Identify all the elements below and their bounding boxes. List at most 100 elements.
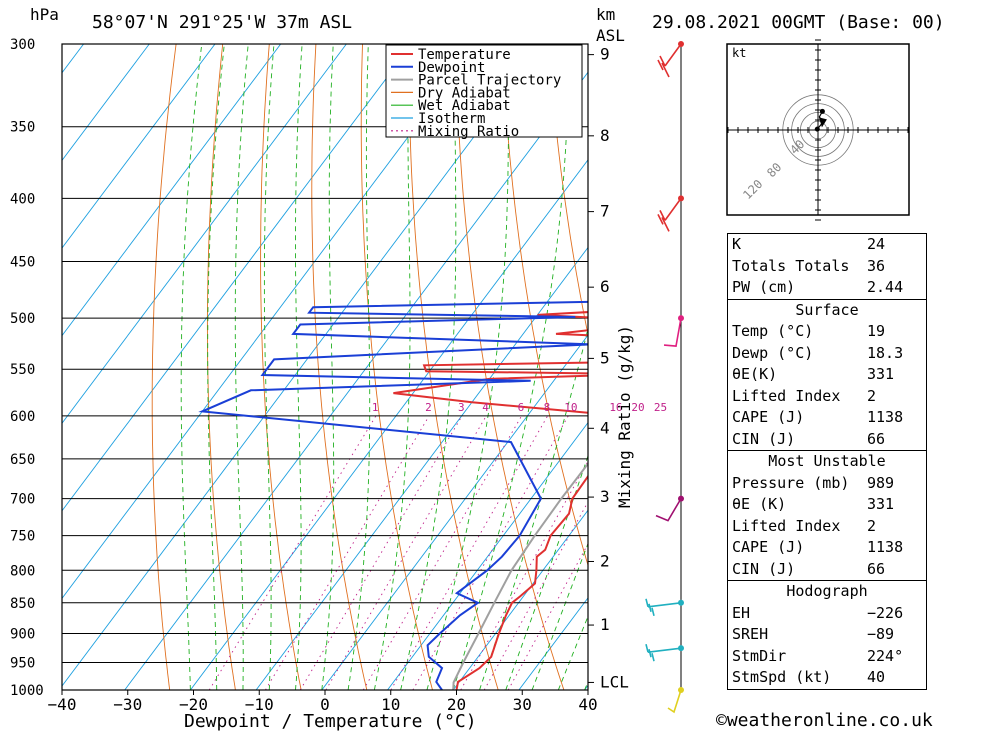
wet-adiabat-line xyxy=(263,44,275,690)
mixing-ratio-line xyxy=(299,415,463,690)
wind-barb xyxy=(663,317,682,347)
mixing-ratio-label: 1 xyxy=(372,401,379,414)
stat-row: Lifted Index 2 xyxy=(728,386,926,408)
location-title: 58°07'N 291°25'W 37m ASL xyxy=(92,12,352,33)
stat-label: K xyxy=(732,235,742,253)
mixing-ratio-label: 4 xyxy=(482,401,489,414)
mixing-ratio-label: 8 xyxy=(544,401,551,414)
x-tick-label: −20 xyxy=(179,695,208,714)
stat-value: 2 xyxy=(867,516,877,535)
height-tick-label: 3 xyxy=(600,487,610,506)
credit-link[interactable]: ©weatheronline.co.uk xyxy=(716,710,933,731)
pressure-tick-label: 700 xyxy=(10,492,35,508)
dry-adiabat-line xyxy=(548,44,588,337)
stat-row: StmSpd (kt) 40 xyxy=(728,667,926,689)
x-tick-label: −10 xyxy=(245,695,274,714)
legend-label: Mixing Ratio xyxy=(418,124,519,140)
isotherm-line xyxy=(321,334,588,690)
isotherm-line xyxy=(62,44,347,424)
hodograph-arrow xyxy=(818,117,827,128)
indices-box: K 24 Totals Totals 36 PW (cm) 2.44 xyxy=(727,233,927,300)
wet-adiabat-line xyxy=(234,44,249,690)
pressure-tick-label: 850 xyxy=(10,596,35,612)
mixing-ratio-label: 3 xyxy=(458,401,465,414)
mixing-ratio-line xyxy=(208,415,377,690)
stat-value: 2 xyxy=(867,386,877,405)
stat-row: Totals Totals 36 xyxy=(728,256,926,278)
x-tick-label: 10 xyxy=(381,695,400,714)
height-tick-label: 9 xyxy=(600,45,610,64)
stat-row: CAPE (J) 1138 xyxy=(728,537,926,559)
pressure-tick-label: 900 xyxy=(10,626,35,642)
stat-row: CAPE (J) 1138 xyxy=(728,407,926,429)
hodograph-point xyxy=(814,126,820,132)
surface-box: Surface Temp (°C) 19 Dewp (°C) 18.3 θE(K) 331… xyxy=(727,298,927,451)
wet-adiabat-line xyxy=(180,44,203,690)
stat-label: CIN (J) xyxy=(732,429,796,448)
stat-row: K 24 xyxy=(728,234,926,256)
mixing-ratio-label: 16 xyxy=(609,401,622,414)
pressure-tick-label: 300 xyxy=(10,37,35,53)
dry-adiabat-line xyxy=(408,44,499,690)
height-tick-label: 5 xyxy=(600,348,610,367)
isotherm-line xyxy=(62,44,479,600)
mixing-ratio-labels: 1 2 3 4 6 8 10 16 20 25 xyxy=(372,401,667,414)
x-tick-label: 30 xyxy=(513,695,532,714)
pressure-unit: hPa xyxy=(30,5,59,24)
stat-label: Pressure (mb) xyxy=(732,473,850,492)
height-tick-label: 2 xyxy=(600,551,610,570)
legend-label: Dry Adiabat xyxy=(418,85,511,101)
stat-row: PW (cm) 2.44 xyxy=(728,277,926,299)
stat-value: 24 xyxy=(867,235,886,253)
wet-adiabat-line xyxy=(400,44,457,690)
legend-label: Parcel Trajectory xyxy=(418,73,561,89)
pressure-tick-label: 600 xyxy=(10,409,35,425)
stat-value: −89 xyxy=(867,625,895,643)
date-title: 29.08.2021 00GMT (Base: 00) xyxy=(652,12,945,33)
isotherm-line xyxy=(255,246,588,690)
mixing-ratio-label: 20 xyxy=(631,401,644,414)
temperature-line xyxy=(393,311,588,690)
mixing-ratio-line xyxy=(325,415,487,690)
mixing-ratio-label: 2 xyxy=(425,401,432,414)
stat-row: Temp (°C) 19 xyxy=(728,321,926,343)
wind-barb xyxy=(655,498,682,522)
wind-barb xyxy=(667,689,682,714)
axes: 3003504004505005506006507007508008509009… xyxy=(10,37,629,714)
stat-row: StmDir 224° xyxy=(728,646,926,668)
height-unit-asl: ASL xyxy=(596,26,625,45)
stat-value: 18.3 xyxy=(867,343,904,362)
stat-value: 19 xyxy=(867,322,886,340)
height-unit-km: km xyxy=(596,5,615,24)
stat-value: 1138 xyxy=(867,538,904,556)
isotherm-line xyxy=(62,44,413,512)
stat-value: 989 xyxy=(867,473,895,492)
profiles xyxy=(198,300,588,690)
dewpoint-line xyxy=(198,300,588,690)
mixing-ratio-label: 10 xyxy=(564,401,577,414)
wind-barb xyxy=(645,643,682,662)
stat-value: 1138 xyxy=(867,408,904,426)
pressure-tick-label: 650 xyxy=(10,452,35,468)
stat-row: θE (K) 331 xyxy=(728,494,926,516)
wind-barb xyxy=(657,197,682,232)
stat-value: 66 xyxy=(867,559,886,578)
wet-adiabat-line xyxy=(347,44,371,690)
stat-value: −226 xyxy=(867,603,904,622)
stat-value: 224° xyxy=(867,646,904,665)
stat-value: 40 xyxy=(867,668,886,686)
mixing-ratio-line xyxy=(265,415,430,690)
x-tick-label: 0 xyxy=(320,695,330,714)
stat-label: StmSpd (kt) xyxy=(732,668,832,686)
stat-label: Dewp (°C) xyxy=(732,343,814,362)
pressure-gridlines xyxy=(62,43,588,691)
pressure-tick-label: 950 xyxy=(10,655,35,671)
isotherm-line xyxy=(124,71,588,690)
isotherm-line xyxy=(62,44,544,687)
stat-row: Pressure (mb) 989 xyxy=(728,473,926,495)
stat-label: CIN (J) xyxy=(732,559,796,578)
stat-value: 331 xyxy=(867,495,895,513)
x-tick-label: 40 xyxy=(578,695,597,714)
